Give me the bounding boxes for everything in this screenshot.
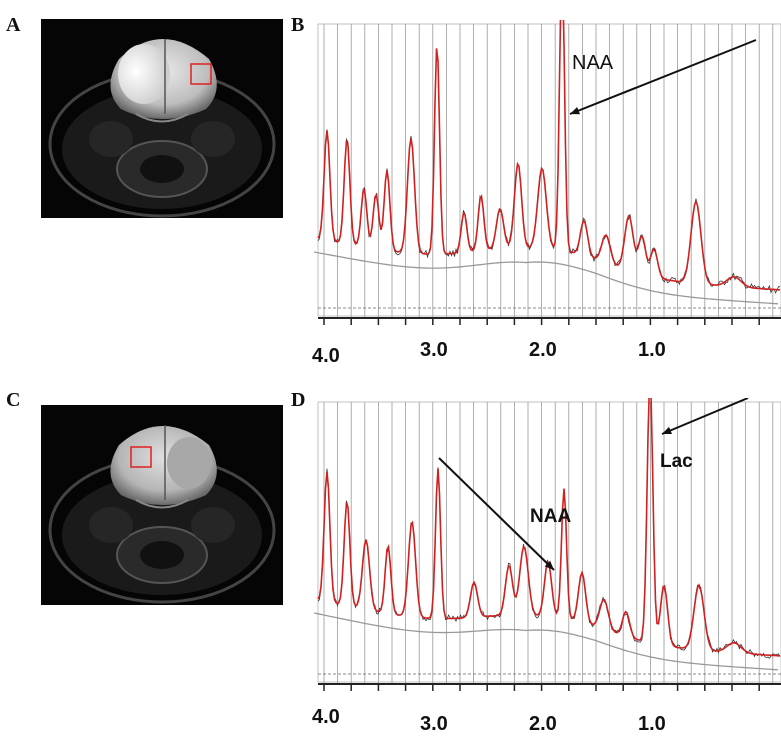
arrow-icon (569, 39, 757, 115)
annotation-naa-d: NAA (530, 506, 572, 527)
x-tick-label: 1.0 (638, 713, 666, 735)
spectrum-d (314, 398, 781, 698)
x-tick-label: 3.0 (420, 339, 448, 361)
mri-image-a (41, 19, 283, 218)
x-tick-label: 2.0 (529, 339, 557, 361)
x-tick-label: 4.0 (312, 706, 340, 728)
panel-label-c: C (6, 389, 21, 411)
roi-box-c (130, 446, 152, 468)
panel-label-d: D (291, 389, 306, 411)
roi-box-a (190, 63, 212, 85)
x-tick-label: 3.0 (420, 713, 448, 735)
x-tick-label: 1.0 (638, 339, 666, 361)
arrow-icon (438, 457, 555, 571)
panel-label-b: B (291, 14, 305, 36)
x-tick-label: 4.0 (312, 345, 340, 367)
panel-label-a: A (6, 14, 21, 36)
annotation-naa-b: NAA (572, 52, 614, 74)
annotation-lac-d: Lac (660, 451, 693, 472)
arrow-icon (661, 398, 749, 435)
x-tick-label: 2.0 (529, 713, 557, 735)
spectrum-b (314, 20, 781, 332)
mri-image-c (41, 405, 283, 605)
